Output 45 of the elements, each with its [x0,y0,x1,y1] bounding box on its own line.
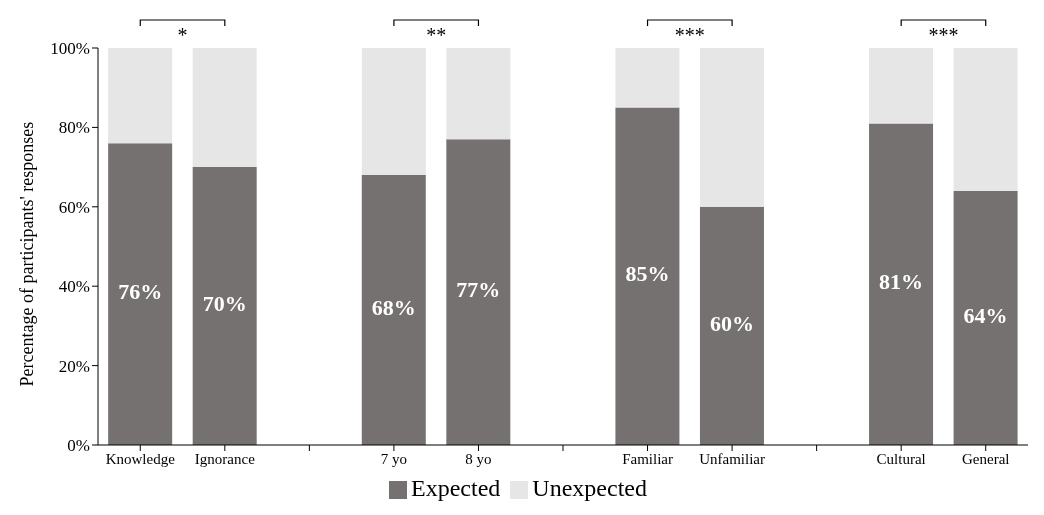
legend-label: Unexpected [532,475,647,501]
data-label: 70% [202,291,247,317]
bar [446,139,511,445]
text: * [177,24,188,46]
bar [869,123,934,445]
y-tick-label: 100% [50,39,90,59]
bar [953,190,1018,445]
y-tick-label: 60% [58,197,90,217]
bar [361,48,426,176]
y-tick-label: 20% [58,356,90,376]
data-label: 68% [371,295,416,321]
bar [615,48,680,108]
bar [446,48,511,140]
x-tick-label: Cultural [876,450,926,467]
legend-label: Expected [411,475,501,501]
bar [108,143,173,445]
x-tick-label: 7 yo [380,450,408,467]
data-label: 85% [625,261,670,287]
bar [192,48,257,168]
x-tick-label: 8 yo [465,450,492,467]
data-label: 76% [118,279,163,305]
y-tick-label: 80% [58,118,90,138]
text: ** [426,24,447,46]
bar [699,206,764,445]
y-tick-label: 0% [67,436,90,456]
text: *** [928,24,959,46]
bar [615,107,680,445]
y-tick-label: 40% [58,277,90,297]
x-tick-label: Familiar [622,450,673,467]
x-tick-label: Ignorance [194,450,256,467]
bar [953,48,1018,191]
data-label: 60% [709,310,754,336]
x-tick-label: Unfamiliar [699,450,765,467]
data-label: 64% [963,303,1008,329]
bar [108,48,173,144]
data-label: 81% [879,269,924,295]
x-tick-label: General [961,450,1010,467]
data-label: 77% [456,277,501,303]
text: *** [674,24,705,46]
y-axis-title: Percentage of participants' responses [17,121,38,387]
bar [699,48,764,207]
x-tick-label: Knowledge [105,450,176,467]
bar [869,48,934,124]
bar [361,175,426,445]
bar [192,167,257,445]
